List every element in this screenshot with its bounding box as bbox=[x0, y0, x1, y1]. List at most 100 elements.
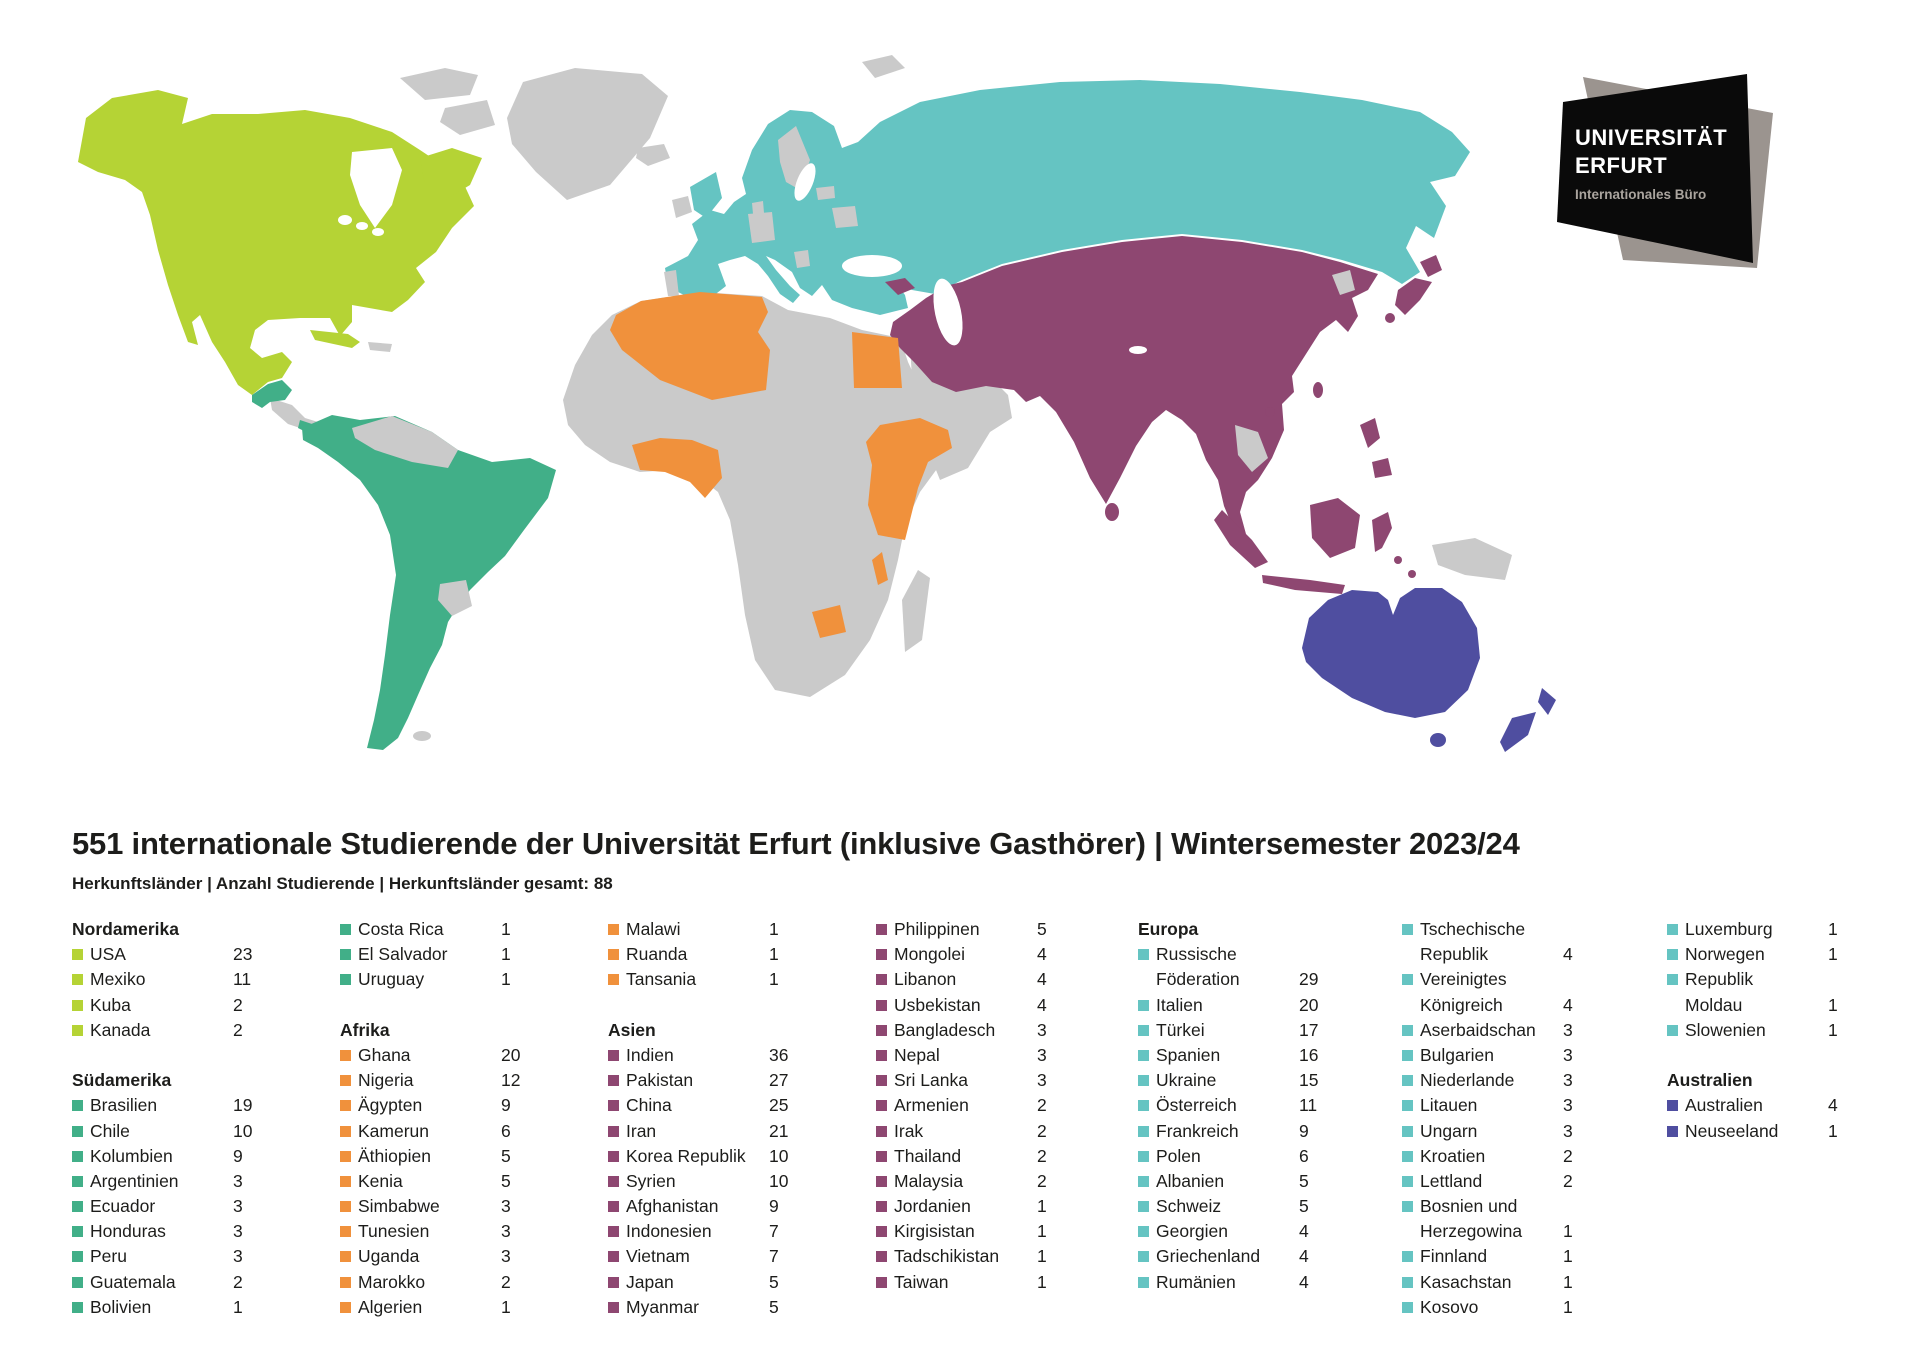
legend-spacer bbox=[1667, 1043, 1920, 1068]
student-count: 3 bbox=[233, 1221, 243, 1242]
student-count: 4 bbox=[1037, 994, 1047, 1015]
map-laos-cambodia bbox=[1235, 425, 1268, 472]
continent-label: Südamerika bbox=[72, 1070, 172, 1091]
country-label: Republik bbox=[1685, 969, 1754, 990]
legend-row: Kuba 2 bbox=[72, 993, 332, 1018]
legend-row: Argentinien 3 bbox=[72, 1169, 332, 1194]
student-count: 1 bbox=[1828, 919, 1838, 939]
student-count: 29 bbox=[1299, 969, 1319, 990]
country-label: Honduras bbox=[90, 1221, 166, 1242]
student-count: 4 bbox=[1828, 1095, 1838, 1116]
student-count: 3 bbox=[1037, 1070, 1047, 1091]
student-count: 36 bbox=[769, 1044, 789, 1065]
student-count: 1 bbox=[501, 919, 511, 939]
legend-row: Nigeria 12 bbox=[340, 1068, 600, 1093]
legend-row: Afghanistan 9 bbox=[608, 1194, 868, 1219]
student-count: 4 bbox=[1299, 1271, 1309, 1292]
legend-color-swatch bbox=[340, 1276, 351, 1288]
country-label: Föderation bbox=[1156, 969, 1240, 990]
map-germany bbox=[748, 212, 775, 243]
map-mindanao bbox=[1372, 458, 1392, 478]
country-label: Nigeria bbox=[358, 1070, 414, 1091]
student-count: 5 bbox=[1299, 1170, 1309, 1191]
legend-color-swatch bbox=[608, 1049, 619, 1061]
student-count: 3 bbox=[1563, 1044, 1573, 1065]
legend-color-swatch bbox=[1667, 1125, 1678, 1137]
student-count: 1 bbox=[233, 1296, 243, 1317]
map-sulawesi bbox=[1372, 512, 1392, 552]
country-label: Äthiopien bbox=[358, 1145, 431, 1166]
map-iceland bbox=[636, 144, 670, 166]
student-count: 1 bbox=[1828, 994, 1838, 1015]
legend-row: China 25 bbox=[608, 1093, 868, 1118]
map-baffin bbox=[420, 148, 482, 200]
student-count: 10 bbox=[233, 1120, 253, 1141]
legend-row: Ukraine 15 bbox=[1138, 1068, 1398, 1093]
student-count: 9 bbox=[1299, 1120, 1309, 1141]
legend-color-swatch bbox=[1138, 999, 1149, 1011]
student-count: 2 bbox=[1037, 1095, 1047, 1116]
legend-row: Tschechische bbox=[1402, 917, 1662, 942]
country-label: Uganda bbox=[358, 1246, 420, 1267]
legend-row: Libanon 4 bbox=[876, 967, 1136, 992]
legend-row: Aserbaidschan 3 bbox=[1402, 1018, 1662, 1043]
map-region-south-america bbox=[252, 380, 556, 750]
legend-row: Armenien 2 bbox=[876, 1093, 1136, 1118]
map-east-africa bbox=[866, 418, 952, 540]
student-count: 3 bbox=[1563, 1070, 1573, 1091]
country-label: Italien bbox=[1156, 994, 1203, 1015]
country-label: Norwegen bbox=[1685, 944, 1765, 965]
legend-column: Malawi 1 Ruanda 1 Tansania 1 Asien Indien 36 Paki… bbox=[608, 917, 868, 1320]
legend-color-swatch bbox=[1138, 1100, 1149, 1112]
legend-row: Marokko 2 bbox=[340, 1270, 600, 1295]
legend-row: USA 23 bbox=[72, 942, 332, 967]
student-count: 1 bbox=[769, 969, 779, 990]
legend-column: Costa Rica 1 El Salvador 1 Uruguay 1 Afrika Gha… bbox=[340, 917, 600, 1320]
student-count: 5 bbox=[769, 1271, 779, 1292]
student-count: 3 bbox=[1563, 1019, 1573, 1040]
legend-column: Tschechische Republik 4 Vereinigtes Königrei… bbox=[1402, 917, 1662, 1320]
map-venezuela-guyanas bbox=[352, 416, 458, 468]
legend-row: Kirgisistan 1 bbox=[876, 1219, 1136, 1244]
legend-row: El Salvador 1 bbox=[340, 942, 600, 967]
country-label: Bolivien bbox=[90, 1296, 152, 1317]
country-label: Simbabwe bbox=[358, 1196, 440, 1217]
legend-row: Vereinigtes bbox=[1402, 967, 1662, 992]
student-count: 21 bbox=[769, 1120, 789, 1141]
legend-color-swatch bbox=[72, 1276, 83, 1288]
country-label: Usbekistan bbox=[894, 994, 981, 1015]
country-label: Brasilien bbox=[90, 1095, 158, 1116]
student-count: 3 bbox=[233, 1246, 243, 1267]
country-label: Georgien bbox=[1156, 1221, 1228, 1242]
legend-row: Äthiopien 5 bbox=[340, 1144, 600, 1169]
country-label: Tunesien bbox=[358, 1221, 430, 1242]
legend-color-swatch bbox=[608, 1125, 619, 1137]
legend-column: Philippinen 5 Mongolei 4 Libanon 4 Usbekistan 4… bbox=[876, 917, 1136, 1295]
logo-subtitle: Internationales Büro bbox=[1575, 187, 1706, 202]
legend-color-swatch bbox=[1138, 1024, 1149, 1036]
map-hokkaido bbox=[1420, 255, 1442, 277]
legend-row: Moldau 1 bbox=[1667, 993, 1920, 1018]
legend-row: Kanada 2 bbox=[72, 1018, 332, 1043]
student-count: 1 bbox=[769, 919, 779, 939]
country-label: Algerien bbox=[358, 1296, 423, 1317]
student-count: 25 bbox=[769, 1095, 789, 1116]
legend-color-swatch bbox=[876, 1024, 887, 1036]
country-label: Ghana bbox=[358, 1044, 411, 1065]
country-label: Kroatien bbox=[1420, 1145, 1486, 1166]
map-denmark bbox=[752, 201, 764, 214]
map-luzon bbox=[1360, 418, 1380, 448]
student-count: 6 bbox=[501, 1120, 511, 1141]
legend-row: Pakistan 27 bbox=[608, 1068, 868, 1093]
map-central-america-teal bbox=[252, 380, 292, 408]
legend-color-swatch bbox=[608, 1301, 619, 1313]
map-cuba bbox=[310, 330, 360, 348]
country-label: Bosnien und bbox=[1420, 1196, 1518, 1217]
student-count: 1 bbox=[1828, 1120, 1838, 1141]
legend-column: Europa Russische Föderation 29 Italien 20 Türk… bbox=[1138, 917, 1398, 1295]
legend-row: Malawi 1 bbox=[608, 917, 868, 942]
legend-row: Uruguay 1 bbox=[340, 967, 600, 992]
legend-color-swatch bbox=[1138, 1150, 1149, 1162]
student-count: 1 bbox=[1828, 944, 1838, 965]
legend-row: Japan 5 bbox=[608, 1270, 868, 1295]
